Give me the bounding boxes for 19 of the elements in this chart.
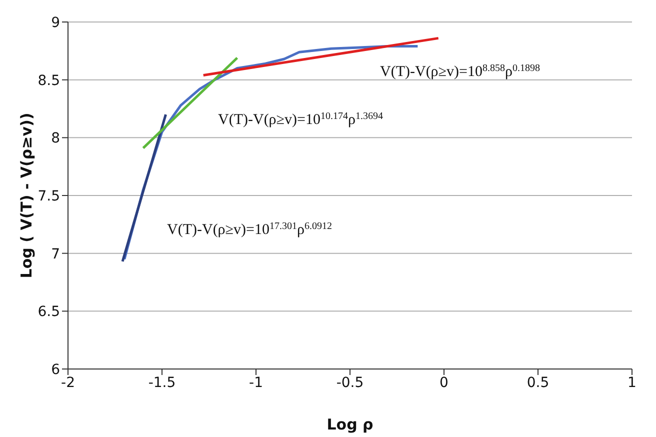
x-tick-label: 0.5 xyxy=(526,374,550,391)
y-tick-label: 7.5 xyxy=(38,188,60,204)
x-axis-title: Log ρ xyxy=(326,416,374,434)
y-tick-label: 8 xyxy=(51,130,60,147)
x-tick-label: 0 xyxy=(440,374,448,391)
x-tick-label: -1.5 xyxy=(148,374,176,391)
x-tick-label: -0.5 xyxy=(336,374,364,391)
y-tick-label: 9 xyxy=(51,14,60,31)
x-tick-label: -1 xyxy=(249,374,263,391)
y-tick-label: 6.5 xyxy=(38,304,60,320)
x-tick-label: -2 xyxy=(61,374,75,391)
x-tick-label: 1 xyxy=(628,374,636,391)
y-tick-label: 6 xyxy=(51,362,60,378)
y-tick-label: 8.5 xyxy=(38,72,60,89)
annotation: V(T)-V(ρ≥v)=10$^{17.301}$ρ$^{6.0912}$ xyxy=(167,220,332,238)
y-tick-label: 7 xyxy=(51,246,60,262)
annotation: V(T)-V(ρ≥v)=10$^{10.174}$ρ$^{1.3694}$ xyxy=(218,110,383,128)
annotation: V(T)-V(ρ≥v)=10$^{8.858}$ρ$^{0.1898}$ xyxy=(380,62,540,80)
y-axis-title: Log ( V(T) - V(ρ≥v)) xyxy=(17,112,36,278)
